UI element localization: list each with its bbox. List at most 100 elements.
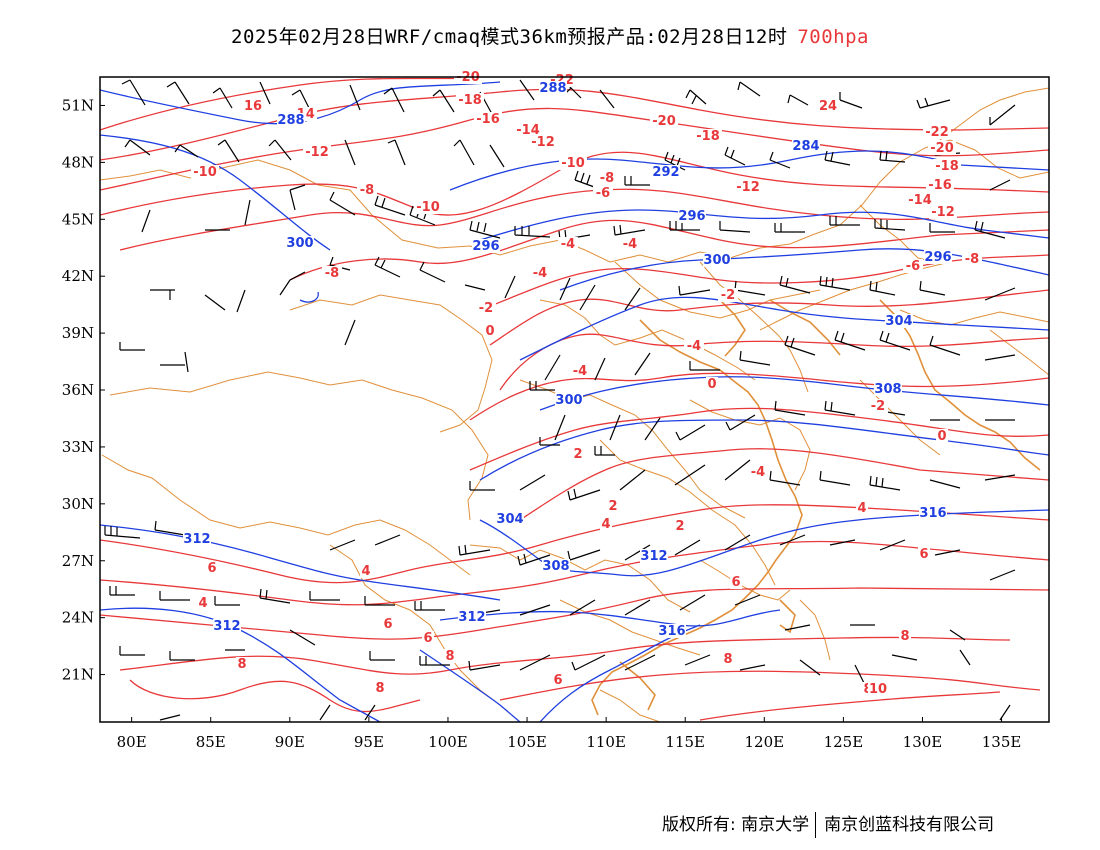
temperature-contour-label: -2: [871, 399, 885, 414]
temperature-contour-label: 0: [485, 324, 494, 339]
temperature-contour-label-bg: [530, 266, 550, 280]
height-contour-label-bg: [658, 624, 686, 638]
temperature-contour-label-bg: [559, 156, 587, 170]
temperature-contour-label: -6: [596, 186, 610, 201]
height-contour-label-bg: [183, 532, 211, 546]
temperature-contour-label: 4: [198, 596, 207, 611]
height-contour-label-bg: [874, 382, 902, 396]
lon-tick-label: 110E: [586, 733, 626, 751]
temperature-contour-label-bg: [558, 237, 578, 251]
height-contour-label: 308: [874, 382, 901, 397]
longitude-axis: 80E 85E 90E 95E 100E 105E 110E 115E 120E 125E 130E…: [117, 717, 1021, 751]
height-contour-label: 284: [792, 139, 819, 154]
temperature-contour-label-bg: [243, 99, 263, 113]
lon-tick-label: 120E: [745, 733, 785, 751]
lon-tick-label: 80E: [117, 733, 147, 751]
temperature-contour-label: -6: [906, 259, 920, 274]
temperature-contour-label-bg: [818, 99, 838, 113]
wind-barbs: [104, 79, 1016, 721]
height-contour-label: 288: [277, 113, 304, 128]
temperature-contour-label-bg: [734, 180, 762, 194]
height-contour-label: 316: [919, 506, 946, 521]
temperature-contour-label: -10: [193, 165, 217, 180]
temperature-contour-label-bg: [236, 657, 248, 671]
lat-tick-label: 42N: [62, 267, 94, 285]
temperature-contour-label: 24: [819, 99, 837, 114]
temperature-contour-label: 6: [207, 561, 216, 576]
temperature-contour-label: -10: [416, 200, 440, 215]
lat-tick-label: 48N: [62, 153, 94, 171]
temperature-contour-label-bg: [607, 499, 619, 513]
temperature-contour-label: 10: [869, 682, 887, 697]
height-contour-label-bg: [703, 253, 731, 267]
temperature-contour-label: 6: [553, 673, 562, 688]
lon-tick-label: 105E: [507, 733, 547, 751]
height-contour-label-bg: [458, 610, 486, 624]
temperature-contour-label-bg: [906, 193, 934, 207]
temperature-contour-label-bg: [422, 631, 434, 645]
temperature-contour-label-bg: [374, 681, 386, 695]
height-contour-label: 296: [924, 250, 951, 265]
height-contour-label: 292: [652, 165, 679, 180]
temperature-contour-label: 6: [423, 631, 432, 646]
height-contour-label-bg: [652, 165, 680, 179]
height-contour-label-bg: [555, 393, 583, 407]
lon-tick-label: 130E: [903, 733, 943, 751]
temperature-contour-label: -2: [721, 288, 735, 303]
temperature-contour-label: 6: [731, 575, 740, 590]
lat-tick-label: 24N: [62, 609, 94, 627]
temperature-contour-label-bg: [197, 596, 209, 610]
height-contour-label: 316: [658, 624, 685, 639]
height-contour-label: 300: [555, 393, 582, 408]
temperature-contour-label: 2: [675, 519, 684, 534]
temperature-contour-label: -4: [533, 266, 547, 281]
temperature-contour-label: -4: [751, 465, 765, 480]
temperature-contour-label-bg: [962, 252, 982, 266]
temperature-contour-label: 0: [707, 377, 716, 392]
coastline: [591, 299, 1041, 716]
temperature-contour-label: -8: [360, 183, 374, 198]
height-labels: 288 288 300 284 292 296 296 300 296 304 308 300 312 3…: [183, 81, 952, 639]
temperature-contour-label-bg: [856, 501, 868, 515]
temperature-contour-label-bg: [570, 364, 590, 378]
temperature-contour-label-bg: [868, 682, 888, 696]
temperature-contour-label-bg: [484, 324, 496, 338]
temperature-contour-label: -20: [652, 114, 676, 129]
temperature-contour-label-bg: [684, 339, 704, 353]
map-title: 2025年02月28日WRF/cmaq模式36km预报产品:02月28日12时 7…: [0, 22, 1100, 49]
temperature-contour-label: 8: [723, 652, 732, 667]
temperature-contour-label: 2: [608, 499, 617, 514]
temperature-contour-label-bg: [206, 561, 218, 575]
lat-tick-label: 39N: [62, 324, 94, 342]
temperature-contour-label: 16: [244, 99, 262, 114]
temperature-contour-label: 6: [919, 547, 928, 562]
temperature-contour-label: 6: [383, 617, 392, 632]
temperature-contour-label: -8: [600, 171, 614, 186]
height-contour-label: 312: [458, 610, 485, 625]
copyright-left: 版权所有: 南京大学: [662, 815, 810, 835]
temperature-contour-label-bg: [899, 629, 911, 643]
temperature-contour-label-bg: [694, 129, 722, 143]
temperature-contour-label-bg: [456, 93, 484, 107]
lon-tick-label: 115E: [665, 733, 705, 751]
temperature-contour-label-bg: [923, 125, 951, 139]
height-contour-label: 296: [678, 209, 705, 224]
lon-tick-label: 125E: [824, 733, 864, 751]
temperature-contour-label-bg: [929, 205, 957, 219]
temperature-labels: -20-2216-14-18-16-1424-20-18-12-22-12-10…: [191, 70, 982, 697]
height-contour-label-bg: [919, 506, 947, 520]
temperature-contour-label: 4: [857, 501, 866, 516]
height-contour-label-bg: [496, 512, 524, 526]
temperature-contour-label-bg: [357, 183, 377, 197]
latitude-axis: 51N 48N 45N 42N 39N 36N 33N 30N 27N 24N 21N: [62, 96, 105, 684]
footer-divider: [815, 812, 817, 838]
height-contour-label-bg: [277, 113, 305, 127]
temperature-contour-label: 0: [937, 429, 946, 444]
height-contour-label-bg: [640, 549, 668, 563]
copyright-right: 南京创蓝科技有限公司: [824, 815, 995, 835]
lat-tick-label: 33N: [62, 438, 94, 456]
temperature-contour-label: -8: [325, 266, 339, 281]
temperature-contour-label-bg: [748, 465, 768, 479]
temperature-contour-label: -18: [935, 159, 959, 174]
